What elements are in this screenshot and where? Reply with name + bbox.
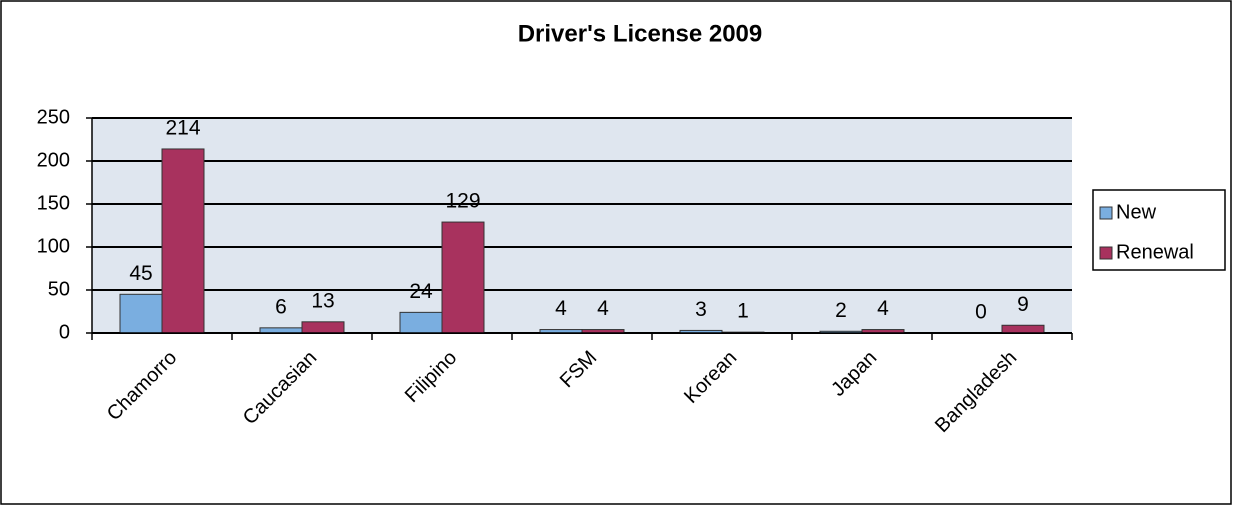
y-tick-label: 150 xyxy=(37,192,70,214)
data-label: 2 xyxy=(835,299,847,322)
data-label: 9 xyxy=(1017,293,1029,316)
chart-title: Driver's License 2009 xyxy=(518,20,763,47)
data-label: 45 xyxy=(129,262,152,285)
data-label: 3 xyxy=(695,298,707,321)
data-label: 6 xyxy=(275,295,287,318)
y-tick-label: 200 xyxy=(37,149,70,171)
data-label: 4 xyxy=(597,297,609,320)
bar xyxy=(301,321,345,334)
y-tick-label: 100 xyxy=(37,235,70,257)
legend-label: New xyxy=(1116,201,1157,223)
bar xyxy=(161,148,205,334)
bar xyxy=(1001,324,1045,334)
data-label: 0 xyxy=(975,301,987,324)
legend xyxy=(1092,189,1226,271)
data-label: 24 xyxy=(409,280,433,303)
data-label: 214 xyxy=(165,117,200,140)
plot-area xyxy=(92,118,1072,333)
y-tick-label: 0 xyxy=(59,321,70,343)
legend-swatch xyxy=(1099,246,1113,260)
bar xyxy=(119,293,163,334)
y-tick-label: 250 xyxy=(37,106,70,128)
y-tick-label: 50 xyxy=(48,278,70,300)
data-label: 4 xyxy=(555,297,567,320)
data-label: 1 xyxy=(737,300,749,323)
bar xyxy=(441,221,485,334)
bar xyxy=(399,311,443,334)
data-label: 4 xyxy=(877,297,889,320)
legend-label: Renewal xyxy=(1116,241,1194,263)
data-label: 13 xyxy=(311,289,334,312)
data-label: 129 xyxy=(445,190,480,213)
bar xyxy=(259,327,303,334)
legend-swatch xyxy=(1099,206,1113,220)
